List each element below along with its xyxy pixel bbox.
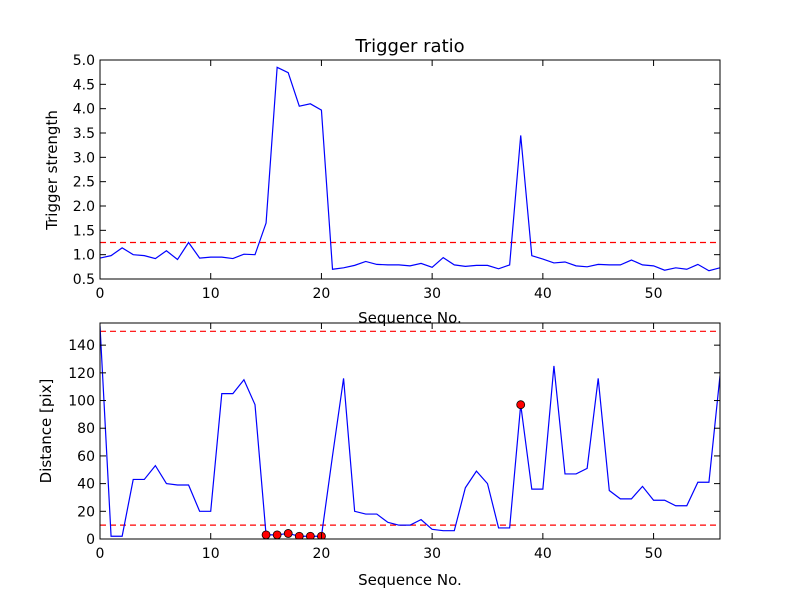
x-tick-label: 30 (423, 546, 441, 562)
y-tick-label: 5.0 (73, 53, 95, 69)
x-tick-label: 0 (96, 546, 105, 562)
scatter-point (272, 530, 282, 539)
y-axis-label: Trigger strength (43, 110, 61, 231)
scatter-point (283, 529, 293, 538)
y-tick-label: 0.5 (73, 272, 95, 288)
scatter-point (261, 530, 271, 539)
plot-distance: 0 10 20 30 40 50 0 20 40 60 80 100 120 140 Sequence N… (37, 322, 721, 589)
series-group (100, 325, 720, 539)
y-tick-label: 80 (77, 421, 95, 437)
scatter-point (305, 531, 315, 539)
plot-frame (99, 322, 721, 540)
x-tick-label: 40 (534, 286, 552, 302)
x-tick-label: 20 (313, 286, 331, 302)
plot-area (100, 325, 720, 539)
tick-marks: 0 10 20 30 40 50 0 20 40 60 80 100 120 140 (68, 323, 720, 562)
y-tick-label: 1.5 (73, 223, 95, 239)
chart-title: Trigger ratio (354, 36, 464, 57)
y-tick-label: 2.0 (73, 199, 95, 215)
y-tick-label: 3.0 (73, 150, 95, 166)
y-tick-label: 3.5 (73, 126, 95, 142)
x-tick-label: 40 (534, 546, 552, 562)
y-tick-label: 20 (77, 504, 95, 520)
x-tick-label: 50 (645, 286, 663, 302)
y-tick-label: 40 (77, 477, 95, 493)
x-tick-label: 20 (313, 546, 331, 562)
x-tick-label: 10 (202, 286, 220, 302)
x-tick-label: 30 (423, 286, 441, 302)
plot-frame (99, 59, 721, 280)
y-tick-label: 1.0 (73, 248, 95, 264)
x-tick-label: 0 (96, 286, 105, 302)
y-axis-label: Distance [pix] (37, 379, 55, 484)
plot-area (100, 66, 720, 272)
y-tick-label: 120 (68, 366, 95, 382)
y-tick-label: 4.0 (73, 102, 95, 118)
x-tick-label: 50 (645, 546, 663, 562)
series-line (100, 325, 720, 537)
x-axis-label: Sequence No. (358, 309, 462, 327)
series-group (100, 66, 720, 272)
y-tick-label: 140 (68, 338, 95, 354)
x-tick-label: 10 (202, 546, 220, 562)
y-tick-label: 60 (77, 449, 95, 465)
y-tick-label: 100 (68, 394, 95, 410)
scatter-point (294, 531, 304, 539)
y-tick-label: 2.5 (73, 175, 95, 191)
y-tick-label: 0 (86, 532, 95, 548)
x-axis-label: Sequence No. (358, 571, 462, 589)
plot-trigger-ratio: Trigger ratio 0 10 20 30 40 50 0.5 1.0 1.5 2.0 2.5… (43, 36, 721, 327)
y-tick-label: 4.5 (73, 77, 95, 93)
scatter-point (516, 400, 526, 410)
tick-marks: 0 10 20 30 40 50 0.5 1.0 1.5 2.0 2.5 3.0 3.5 4.0 4.5 5.… (73, 53, 720, 302)
series-line (100, 66, 720, 272)
